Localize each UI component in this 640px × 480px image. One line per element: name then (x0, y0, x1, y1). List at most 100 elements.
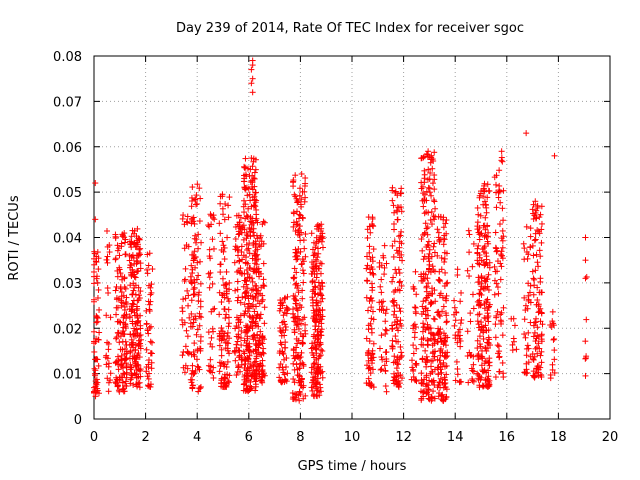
data-point (421, 191, 428, 198)
data-point (121, 382, 128, 389)
data-point (369, 297, 376, 304)
data-point (493, 204, 500, 211)
data-point (383, 260, 390, 267)
data-point (364, 234, 371, 241)
data-point (367, 370, 374, 377)
data-point (186, 314, 193, 321)
data-point (583, 273, 590, 280)
data-point (437, 313, 444, 320)
data-point (252, 320, 259, 327)
x-tick-label: 0 (90, 430, 98, 445)
data-point (435, 229, 442, 236)
data-point (424, 382, 431, 389)
data-point (418, 397, 425, 404)
data-point (245, 300, 252, 307)
data-point (521, 369, 528, 376)
data-point (196, 185, 203, 192)
data-point (435, 382, 442, 389)
data-point (532, 236, 539, 243)
data-point (434, 226, 441, 233)
data-point (253, 197, 260, 204)
data-point (436, 390, 443, 397)
data-point (483, 209, 490, 216)
data-point (243, 328, 250, 335)
data-point (107, 377, 114, 384)
data-point (147, 338, 154, 345)
data-point (423, 225, 430, 232)
data-point (247, 178, 254, 185)
data-point (534, 203, 541, 210)
data-point (147, 284, 154, 291)
data-point (395, 378, 402, 385)
data-point (437, 375, 444, 382)
data-point (510, 315, 517, 322)
data-point (413, 362, 420, 369)
data-point (437, 326, 444, 333)
data-point (391, 319, 398, 326)
data-point (302, 253, 309, 260)
data-point (389, 343, 396, 350)
y-tick-label: 0.04 (53, 232, 82, 247)
data-point (244, 165, 251, 172)
data-point (246, 312, 253, 319)
data-point (112, 379, 119, 386)
data-point (482, 232, 489, 239)
data-point (179, 215, 186, 222)
data-point (148, 365, 155, 372)
data-point (137, 245, 144, 252)
data-point (426, 176, 433, 183)
data-point (277, 297, 284, 304)
data-point (254, 246, 261, 253)
data-point (195, 272, 202, 279)
data-point (537, 253, 544, 260)
data-point (397, 232, 404, 239)
data-point (232, 246, 239, 253)
data-point (536, 289, 543, 296)
data-point (278, 332, 285, 339)
data-point (476, 382, 483, 389)
data-point (378, 354, 385, 361)
data-point (131, 260, 138, 267)
data-point (296, 223, 303, 230)
data-point (435, 338, 442, 345)
data-point (551, 356, 558, 363)
data-point (364, 307, 371, 314)
data-point (244, 213, 251, 220)
data-point (137, 288, 144, 295)
data-point (255, 323, 262, 330)
data-point (277, 377, 284, 384)
data-point (480, 185, 487, 192)
data-point (134, 305, 141, 312)
data-point (191, 284, 198, 291)
data-point (225, 214, 232, 221)
data-point (256, 273, 263, 280)
data-point (319, 295, 326, 302)
data-point (454, 365, 461, 372)
data-point (241, 209, 248, 216)
data-point (130, 382, 137, 389)
data-point (250, 336, 257, 343)
data-point (376, 299, 383, 306)
data-point (135, 317, 142, 324)
data-point (424, 356, 431, 363)
data-point (116, 252, 123, 259)
data-point (183, 327, 190, 334)
data-point (283, 355, 290, 362)
data-point (393, 365, 400, 372)
data-point (251, 183, 258, 190)
data-point (392, 333, 399, 340)
data-point (377, 366, 384, 373)
data-point (281, 378, 288, 385)
data-point (442, 269, 449, 276)
data-point (185, 350, 192, 357)
data-point (469, 367, 476, 374)
data-point (122, 378, 129, 385)
data-point (180, 349, 187, 356)
data-point (418, 336, 425, 343)
data-point (454, 266, 461, 273)
data-point (499, 158, 506, 165)
data-point (484, 310, 491, 317)
data-point (533, 301, 540, 308)
data-point (283, 310, 290, 317)
data-point (243, 288, 250, 295)
